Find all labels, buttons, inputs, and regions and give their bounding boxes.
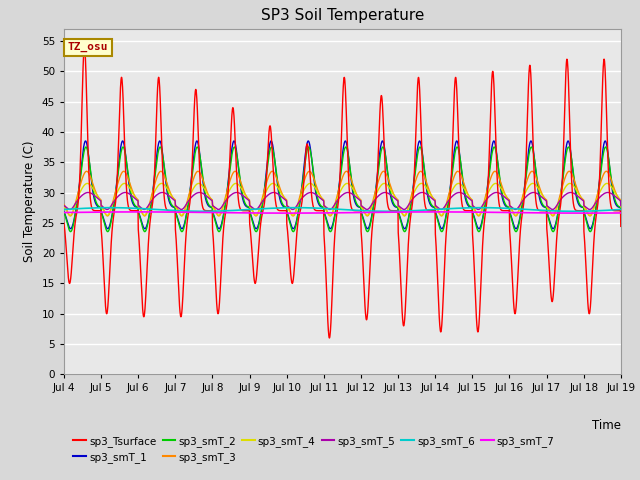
sp3_Tsurface	[568, 185, 576, 191]
sp3_smT_2	[60, 210, 68, 216]
sp3_smT_1	[505, 204, 513, 210]
sp3_smT_7	[359, 210, 367, 216]
sp3_Tsurface	[81, 44, 88, 50]
sp3_smT_1	[617, 209, 625, 215]
sp3_smT_4	[455, 180, 463, 186]
sp3_Tsurface	[216, 299, 223, 305]
sp3_smT_4	[505, 197, 513, 203]
sp3_smT_1	[364, 226, 371, 231]
sp3_Tsurface	[60, 220, 68, 226]
sp3_Tsurface	[359, 260, 367, 265]
sp3_smT_2	[504, 204, 512, 210]
Line: sp3_smT_6: sp3_smT_6	[64, 208, 621, 211]
sp3_smT_1	[568, 161, 576, 167]
sp3_smT_4	[216, 212, 223, 218]
sp3_smT_4	[359, 206, 367, 212]
Text: TZ_osu: TZ_osu	[68, 42, 108, 52]
Line: sp3_smT_7: sp3_smT_7	[64, 212, 621, 213]
sp3_smT_5	[505, 198, 513, 204]
sp3_smT_2	[371, 195, 379, 201]
sp3_smT_6	[617, 206, 625, 212]
sp3_smT_4	[568, 181, 576, 187]
sp3_smT_6	[371, 208, 379, 214]
Line: sp3_smT_1: sp3_smT_1	[64, 141, 621, 228]
Line: sp3_smT_5: sp3_smT_5	[64, 192, 621, 209]
sp3_smT_3	[438, 213, 445, 219]
sp3_smT_3	[358, 204, 366, 210]
sp3_smT_4	[617, 204, 625, 210]
sp3_Tsurface	[505, 208, 513, 214]
sp3_smT_7	[584, 210, 591, 216]
sp3_smT_6	[216, 208, 223, 214]
sp3_smT_6	[570, 208, 578, 214]
sp3_smT_7	[617, 210, 625, 216]
Line: sp3_smT_4: sp3_smT_4	[64, 183, 621, 215]
sp3_smT_5	[60, 203, 68, 208]
sp3_smT_3	[504, 196, 512, 202]
sp3_smT_7	[216, 210, 223, 216]
sp3_smT_5	[371, 197, 379, 203]
sp3_smT_4	[60, 204, 68, 210]
sp3_smT_1	[584, 221, 591, 227]
sp3_smT_7	[504, 210, 512, 216]
sp3_smT_6	[568, 208, 575, 214]
sp3_smT_6	[107, 205, 115, 211]
sp3_smT_3	[584, 210, 591, 216]
sp3_smT_3	[617, 202, 625, 207]
Title: SP3 Soil Temperature: SP3 Soil Temperature	[260, 9, 424, 24]
sp3_smT_3	[60, 202, 68, 207]
sp3_smT_6	[504, 205, 512, 211]
sp3_smT_1	[342, 138, 349, 144]
sp3_smT_2	[216, 228, 223, 234]
sp3_smT_5	[584, 205, 591, 211]
sp3_smT_4	[67, 212, 74, 218]
sp3_smT_7	[371, 209, 379, 215]
Y-axis label: Soil Temperature (C): Soil Temperature (C)	[23, 141, 36, 263]
sp3_smT_2	[326, 229, 334, 235]
Text: Time: Time	[592, 420, 621, 432]
sp3_smT_3	[528, 168, 536, 174]
sp3_smT_2	[584, 222, 591, 228]
Line: sp3_smT_2: sp3_smT_2	[64, 147, 621, 232]
sp3_smT_5	[177, 206, 185, 212]
Legend: sp3_Tsurface, sp3_smT_1, sp3_smT_2, sp3_smT_3, sp3_smT_4, sp3_smT_5, sp3_smT_6, : sp3_Tsurface, sp3_smT_1, sp3_smT_2, sp3_…	[69, 432, 559, 467]
sp3_smT_6	[60, 206, 68, 212]
sp3_smT_4	[371, 194, 379, 200]
sp3_smT_1	[359, 213, 367, 219]
Line: sp3_smT_3: sp3_smT_3	[64, 171, 621, 216]
sp3_smT_5	[359, 204, 367, 210]
sp3_smT_5	[381, 190, 389, 195]
sp3_smT_2	[359, 215, 367, 220]
sp3_smT_1	[60, 209, 68, 215]
sp3_smT_3	[216, 213, 223, 219]
Line: sp3_Tsurface: sp3_Tsurface	[64, 47, 621, 338]
sp3_smT_7	[568, 210, 575, 216]
sp3_Tsurface	[584, 295, 591, 301]
sp3_smT_5	[617, 203, 625, 208]
sp3_smT_7	[134, 209, 142, 215]
sp3_smT_6	[584, 208, 591, 214]
sp3_Tsurface	[326, 335, 333, 341]
sp3_smT_2	[602, 144, 609, 150]
sp3_Tsurface	[371, 204, 379, 210]
sp3_smT_3	[568, 172, 576, 178]
sp3_smT_5	[216, 206, 223, 212]
sp3_smT_5	[568, 190, 576, 195]
sp3_smT_7	[60, 210, 68, 216]
sp3_smT_7	[580, 210, 588, 216]
sp3_smT_4	[584, 210, 591, 216]
sp3_smT_1	[216, 226, 223, 231]
sp3_Tsurface	[617, 224, 625, 229]
sp3_smT_1	[371, 192, 379, 198]
sp3_smT_6	[359, 208, 367, 214]
sp3_smT_2	[617, 210, 625, 216]
sp3_smT_3	[371, 192, 378, 198]
sp3_smT_2	[568, 158, 575, 164]
